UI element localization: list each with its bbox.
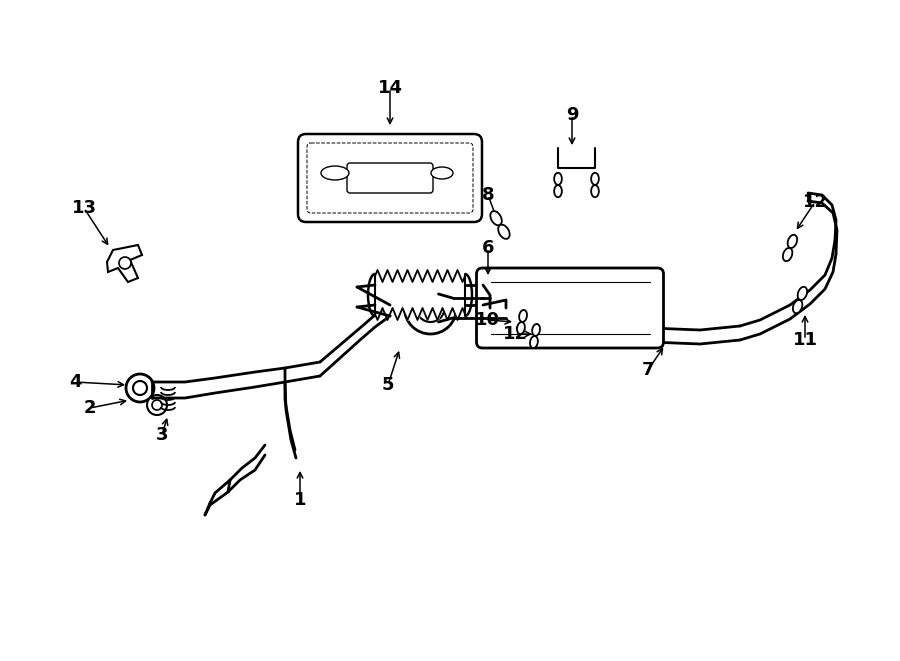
Ellipse shape [793,300,802,313]
Ellipse shape [491,211,502,225]
Circle shape [556,176,560,181]
Circle shape [493,215,499,221]
Circle shape [795,304,800,309]
Text: 1: 1 [293,491,306,509]
Ellipse shape [797,287,807,300]
Text: 6: 6 [482,239,494,257]
Circle shape [454,195,464,205]
Ellipse shape [431,167,453,179]
Ellipse shape [554,173,562,185]
Circle shape [147,395,167,415]
Text: 2: 2 [84,399,96,417]
Text: 14: 14 [377,79,402,97]
Text: 10: 10 [474,311,500,329]
Circle shape [404,282,456,334]
Circle shape [518,326,523,330]
Text: 9: 9 [566,106,578,124]
Text: 13: 13 [71,199,96,217]
Circle shape [152,400,162,410]
Circle shape [316,149,326,159]
Circle shape [593,189,598,194]
Circle shape [501,229,507,235]
Circle shape [119,257,131,269]
Polygon shape [107,245,142,282]
FancyBboxPatch shape [347,163,433,193]
Ellipse shape [530,336,538,348]
Ellipse shape [591,185,599,197]
Circle shape [785,252,790,257]
Text: 3: 3 [156,426,168,444]
Circle shape [534,328,538,332]
Circle shape [133,381,147,395]
Text: 12: 12 [502,325,527,343]
Ellipse shape [591,173,599,185]
Circle shape [126,374,154,402]
Text: 4: 4 [68,373,81,391]
Circle shape [593,176,598,181]
Circle shape [556,189,560,194]
Text: 12: 12 [803,193,827,211]
FancyBboxPatch shape [476,268,663,348]
FancyBboxPatch shape [298,134,482,222]
Circle shape [521,314,526,318]
Ellipse shape [519,310,527,322]
Circle shape [800,291,805,296]
Text: 8: 8 [482,186,494,204]
Circle shape [532,340,536,344]
Ellipse shape [517,322,525,334]
Circle shape [790,239,795,244]
Ellipse shape [532,324,540,336]
Ellipse shape [499,225,509,239]
Ellipse shape [783,248,792,261]
Text: 7: 7 [642,361,654,379]
Circle shape [454,149,464,159]
Ellipse shape [788,235,797,248]
Ellipse shape [321,166,349,180]
Text: 11: 11 [793,331,817,349]
Circle shape [316,195,326,205]
Ellipse shape [554,185,562,197]
Circle shape [417,294,445,322]
Text: 5: 5 [382,376,394,394]
